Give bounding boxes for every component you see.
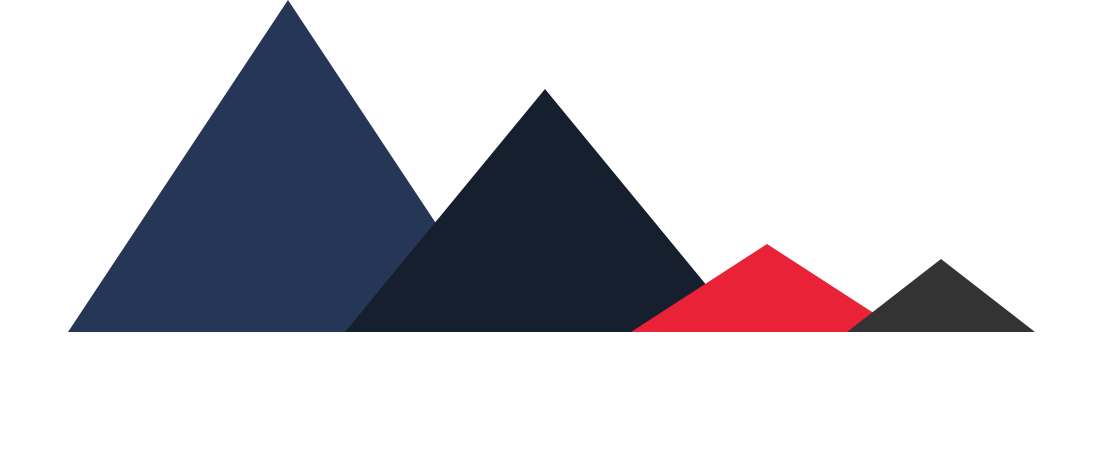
peak-4-shape — [847, 259, 1035, 332]
peak-3-shape — [631, 244, 903, 332]
peak-2-shape — [345, 89, 745, 332]
peak-1-shape — [68, 0, 508, 332]
